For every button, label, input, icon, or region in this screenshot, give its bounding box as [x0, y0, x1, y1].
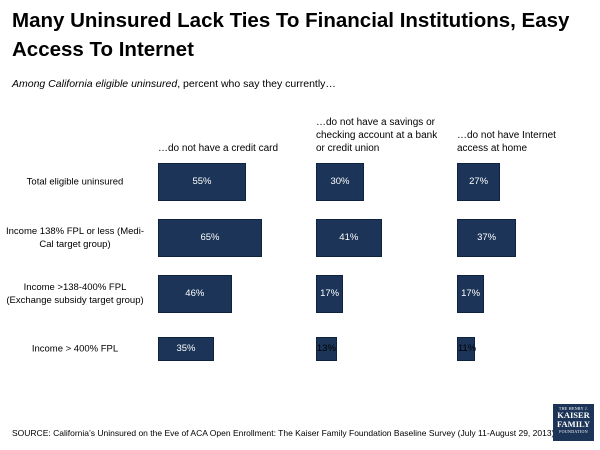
subtitle-italic: Among California eligible uninsured: [12, 78, 178, 90]
bar-label-s3-r2: 37%: [477, 232, 497, 243]
bar-s3-r1: [457, 163, 501, 201]
bar-s3-r3: [457, 275, 485, 313]
chart-title: Many Uninsured Lack Ties To Financial In…: [12, 9, 570, 61]
logo-line-2: KAISER FAMILY: [556, 410, 591, 429]
bar-label-s1-r1: 55%: [192, 176, 212, 187]
bar-s1-r2: [158, 219, 262, 257]
bar-label-s3-r4: 11%: [457, 343, 477, 354]
row-label-1: Total eligible uninsured: [26, 176, 124, 188]
kff-logo: THE HENRY J. KAISER FAMILY FOUNDATION: [553, 404, 594, 441]
bar-label-s1-r3: 46%: [185, 288, 205, 299]
row-label-2: Income 138% FPL or less (Medi-Cal target…: [6, 226, 144, 250]
bar-s2-r1: [316, 163, 364, 201]
bar-label-s2-r3: 17%: [320, 288, 340, 299]
bar-label-s2-r4: 13%: [316, 343, 336, 354]
bar-s1-r1: [158, 163, 246, 201]
source-note: SOURCE: California’s Uninsured on the Ev…: [12, 428, 555, 438]
subtitle-rest: , percent who say they currently…: [177, 78, 336, 90]
chart-subtitle: Among California eligible uninsured, per…: [12, 77, 336, 91]
bar-s3-r4: [457, 337, 475, 361]
bar-label-s3-r1: 27%: [469, 176, 489, 187]
bar-label-s1-r2: 65%: [200, 232, 220, 243]
bar-s1-r3: [158, 275, 232, 313]
column-header-3: …do not have Internet access at home: [457, 130, 556, 154]
bar-s2-r3: [316, 275, 344, 313]
bar-s3-r2: [457, 219, 517, 257]
bar-s2-r2: [316, 219, 382, 257]
row-label-4: Income > 400% FPL: [31, 343, 119, 355]
bar-s2-r4: [316, 337, 337, 361]
bar-label-s1-r4: 35%: [176, 343, 196, 354]
bar-s1-r4: [158, 337, 214, 361]
logo-line-3: FOUNDATION: [559, 429, 588, 434]
bar-label-s2-r2: 41%: [339, 232, 359, 243]
column-header-1: …do not have a credit card: [158, 143, 279, 154]
logo-line-1: THE HENRY J.: [558, 406, 589, 411]
bar-label-s3-r3: 17%: [461, 288, 481, 299]
row-label-3: Income >138-400% FPL (Exchange subsidy t…: [6, 282, 144, 306]
column-header-2: …do not have a savings or checking accou…: [316, 117, 438, 154]
bar-label-s2-r1: 30%: [330, 176, 350, 187]
